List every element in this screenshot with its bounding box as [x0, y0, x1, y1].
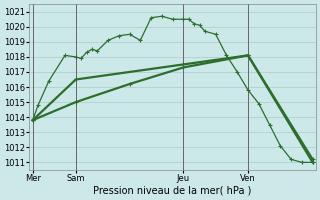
X-axis label: Pression niveau de la mer( hPa ): Pression niveau de la mer( hPa )	[93, 186, 252, 196]
